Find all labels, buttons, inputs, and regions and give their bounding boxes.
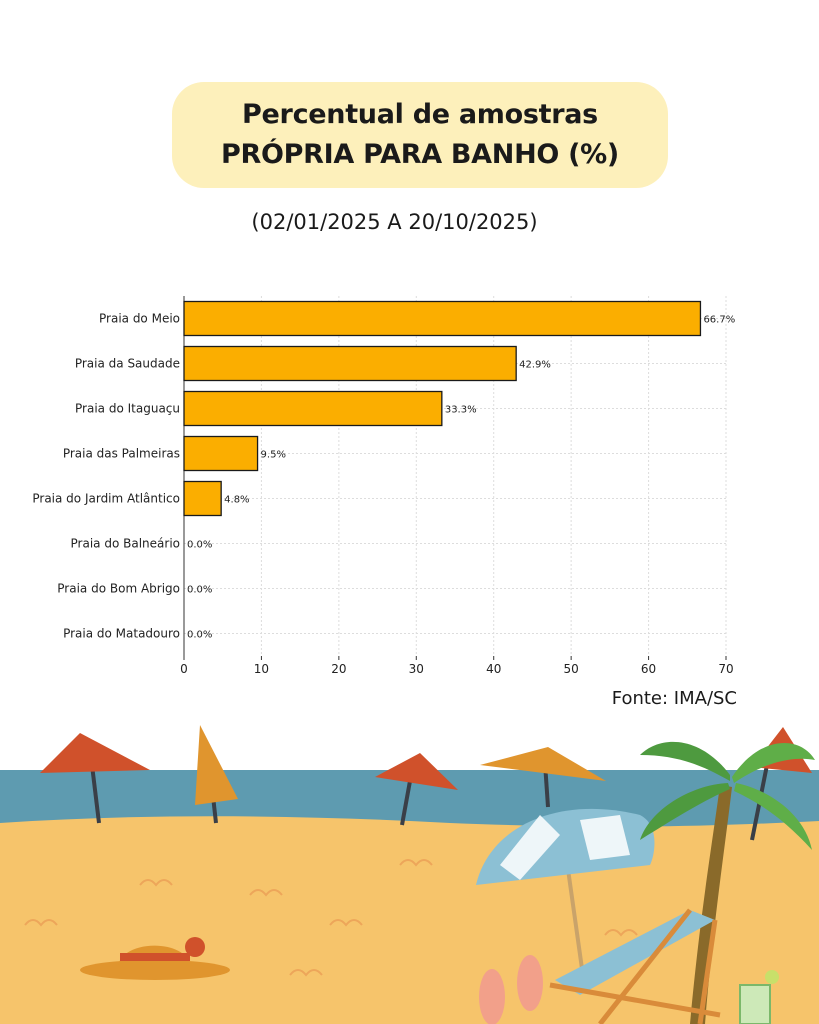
- category-label: Praia do Balneário: [71, 537, 180, 551]
- title-box: Percentual de amostras PRÓPRIA PARA BANH…: [172, 82, 668, 188]
- category-label: Praia do Bom Abrigo: [57, 582, 180, 596]
- chart-title-line-1: Percentual de amostras: [242, 99, 598, 130]
- category-label: Praia do Jardim Atlântico: [32, 492, 180, 506]
- data-label: 9.5%: [261, 450, 286, 461]
- data-label: 0.0%: [187, 540, 212, 551]
- bar: [183, 345, 517, 382]
- umbrella-icon: [40, 733, 150, 824]
- data-label: 0.0%: [187, 585, 212, 596]
- data-label: 33.3%: [445, 405, 477, 416]
- umbrella-icon: [375, 753, 458, 826]
- data-label: 42.9%: [519, 360, 551, 371]
- bar: [183, 390, 443, 427]
- category-label: Praia da Saudade: [75, 357, 180, 371]
- data-label: 4.8%: [224, 495, 249, 506]
- drink-icon: [739, 970, 779, 1024]
- x-tick-label: 70: [718, 662, 733, 676]
- bar: [183, 435, 259, 472]
- x-tick-label: 0: [180, 662, 188, 676]
- umbrella-icon: [480, 747, 606, 808]
- umbrella-icon: [195, 725, 238, 824]
- x-tick-label: 20: [331, 662, 346, 676]
- deck-chair-icon: [549, 908, 721, 1024]
- source-note: Fonte: IMA/SC: [611, 688, 737, 709]
- beach-illustration: [0, 725, 819, 1024]
- hat-icon: [80, 937, 230, 980]
- category-label: Praia do Matadouro: [63, 627, 180, 641]
- bar: [183, 480, 222, 517]
- category-label: Praia do Itaguaçu: [75, 402, 180, 416]
- category-label: Praia do Meio: [99, 312, 180, 326]
- x-tick-label: 10: [254, 662, 269, 676]
- bar-chart: 66.7% Praia do Meio 42.9% Praia da Saudade 3…: [32, 296, 735, 676]
- data-label: 0.0%: [187, 630, 212, 641]
- sand-texture: [24, 859, 638, 977]
- x-tick-label: 40: [486, 662, 501, 676]
- flip-flops-icon: [479, 955, 543, 1024]
- bar: [183, 300, 702, 337]
- palm-tree-icon: [640, 741, 815, 1024]
- x-tick-label: 50: [564, 662, 579, 676]
- x-tick-label: 60: [641, 662, 656, 676]
- x-tick-label: 30: [409, 662, 424, 676]
- category-label: Praia das Palmeiras: [63, 447, 180, 461]
- data-label: 66.7%: [703, 315, 735, 326]
- date-range: (02/01/2025 A 20/10/2025): [251, 210, 538, 234]
- chart-title-line-2: PRÓPRIA PARA BANHO (%): [221, 139, 619, 170]
